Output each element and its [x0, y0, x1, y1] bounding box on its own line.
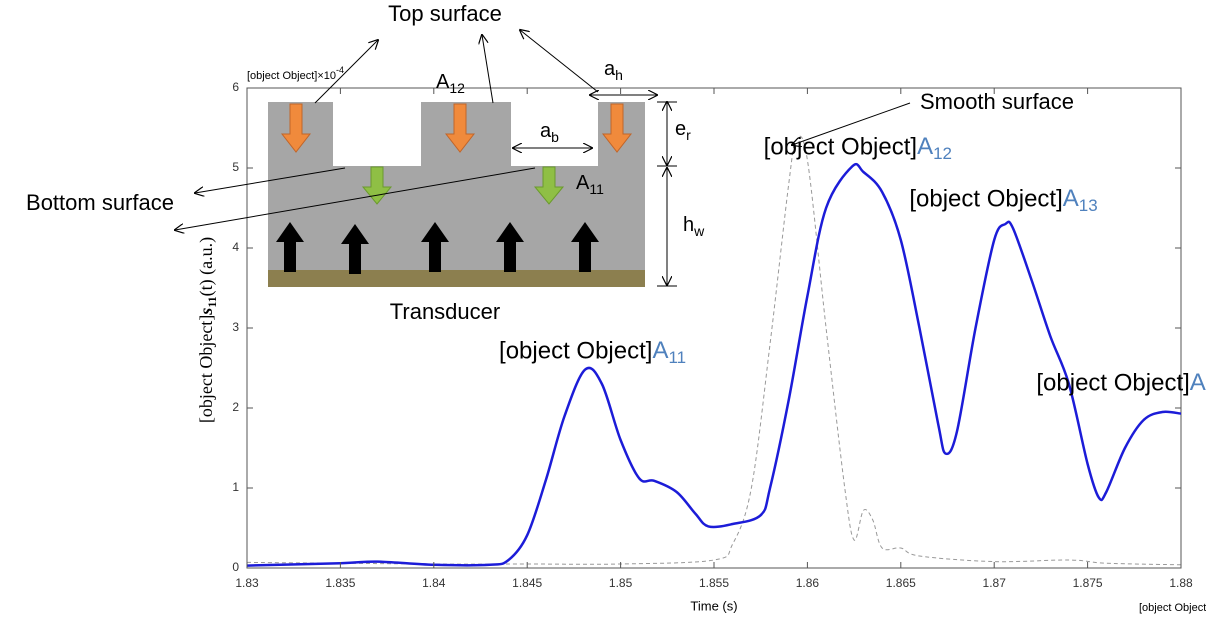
text-part: h [683, 214, 694, 236]
y-tick-label: 1 [232, 480, 239, 494]
text-part: 11 [205, 296, 219, 307]
ah-label: ah [604, 58, 623, 82]
x-tick-label: 1.85 [609, 576, 633, 590]
text-part: 11 [589, 181, 604, 197]
y-axis-label: [object Object]s11(t) (a.u.) [196, 237, 219, 423]
x-exponent: [object Object]×10-7 [1139, 597, 1206, 614]
text-part: ×10 [317, 70, 336, 82]
wave-arrows [276, 222, 599, 274]
data-layer [246, 135, 1182, 567]
y-tick-label: 3 [232, 320, 239, 334]
x-tick-label: 1.84 [422, 576, 446, 590]
text-part: a [604, 58, 616, 80]
text-part: A [576, 172, 590, 194]
transducer-layer [268, 270, 645, 287]
text-part: a [540, 120, 552, 142]
hw-label: hw [683, 214, 705, 238]
plot-area [246, 87, 1182, 569]
text-part: 13 [1079, 196, 1098, 215]
y-exponent: [object Object]×10-4 [247, 65, 344, 82]
text-part: h [615, 67, 623, 83]
x-tick-label: 1.875 [1073, 576, 1103, 590]
peak-label: [object Object]A11 [499, 337, 686, 367]
data-line [246, 162, 1182, 567]
data-line [246, 135, 1182, 566]
text-part: b [551, 129, 559, 145]
x-tick-label: 1.855 [699, 576, 729, 590]
text-part: 12 [933, 144, 952, 163]
x-axis-label: Time (s) [690, 598, 737, 613]
text-part: A [436, 71, 450, 93]
bottom-surface-label: Bottom surface [26, 190, 174, 215]
text-part: w [693, 223, 705, 239]
y-tick-label: 2 [232, 400, 239, 414]
y-tick-label: 0 [232, 560, 239, 574]
er-label: er [675, 118, 691, 142]
x-tick-label: 1.845 [512, 576, 542, 590]
transducer-label: Transducer [390, 299, 500, 324]
text-part: r [686, 127, 691, 143]
text-part: s [196, 308, 216, 316]
top-arrows [280, 103, 633, 153]
text-part: A [1063, 185, 1079, 212]
specimen [268, 102, 645, 272]
x-tick-label: 1.86 [796, 576, 820, 590]
text-part: -4 [336, 65, 344, 75]
y-tick-label: 4 [232, 240, 239, 254]
x-tick-label: 1.88 [1169, 576, 1193, 590]
x-tick-label: 1.865 [886, 576, 916, 590]
bottom-arrows [361, 166, 565, 205]
text-part: e [675, 118, 686, 140]
a12-label: A12 [436, 71, 465, 95]
callout-lines [175, 30, 911, 287]
x-tick-label: 1.87 [983, 576, 1007, 590]
ab-label: ab [540, 120, 559, 144]
peak-label: [object Object]A13 [909, 185, 1097, 215]
peak-label: [object Object]A14 [1036, 369, 1206, 399]
x-tick-label: 1.83 [235, 576, 259, 590]
x-tick-label: 1.835 [325, 576, 355, 590]
text-part: 11 [668, 348, 686, 367]
a11-label: A11 [576, 172, 604, 196]
top-surface-label: Top surface [388, 1, 502, 26]
peak-label: [object Object]A12 [764, 133, 952, 163]
y-tick-label: 6 [232, 80, 239, 94]
text-part: (t) (a.u.) [196, 237, 217, 296]
text-part: 12 [449, 80, 465, 96]
inset-diagram: Top surface Smooth surface Bottom surfac… [26, 1, 1074, 324]
text-part: A [917, 133, 933, 160]
text-part: A [652, 337, 668, 364]
y-tick-label: 5 [232, 160, 239, 174]
smooth-surface-label: Smooth surface [920, 89, 1074, 114]
text-part: A [1190, 369, 1206, 396]
